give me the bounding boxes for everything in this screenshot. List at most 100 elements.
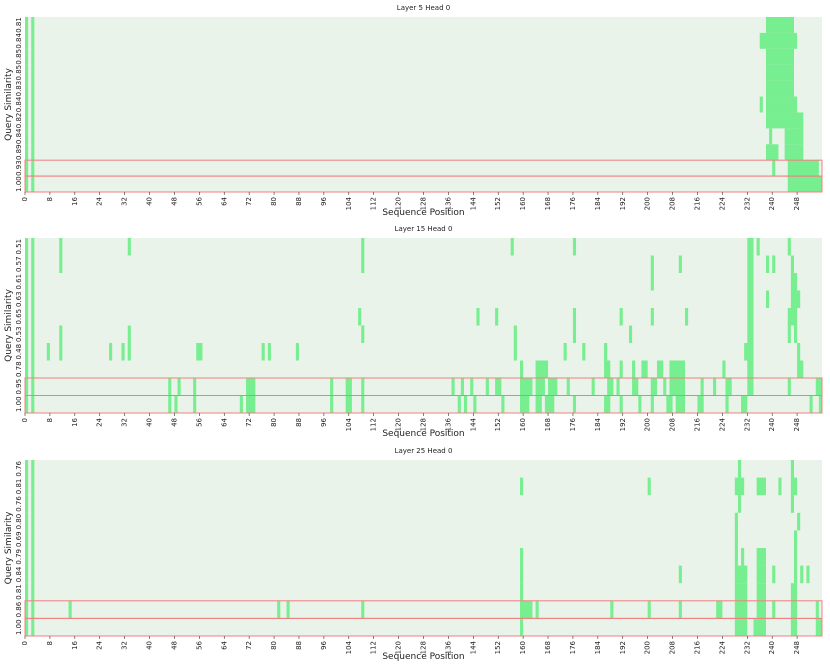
y-tick-label: 0.80 [15, 514, 23, 530]
cell [31, 80, 35, 97]
cell [765, 144, 779, 161]
cell [495, 308, 499, 326]
x-tick-label: 72 [245, 418, 253, 427]
x-tick-label: 192 [619, 418, 627, 431]
cell [650, 395, 654, 413]
cell [127, 343, 131, 361]
cell [59, 325, 63, 343]
x-tick-label: 112 [370, 197, 378, 210]
cell [790, 273, 798, 291]
cell [25, 565, 29, 584]
cell [520, 360, 524, 378]
cell [663, 378, 667, 396]
cell [31, 583, 35, 601]
cell [572, 308, 577, 326]
cell [495, 378, 502, 396]
cell [747, 325, 754, 343]
cell [31, 477, 35, 496]
cell [345, 378, 352, 396]
cell [520, 548, 524, 566]
y-tick-label: 0.84 [15, 96, 23, 112]
x-tick-label: 80 [270, 418, 278, 427]
cell [25, 512, 29, 531]
cell [25, 530, 29, 548]
cell [59, 255, 63, 273]
cell [196, 343, 203, 361]
x-tick-label: 48 [170, 418, 178, 427]
cell [501, 395, 505, 413]
cell [797, 360, 804, 378]
y-tick-label: 0.84 [15, 566, 23, 582]
x-tick-label: 64 [220, 196, 228, 205]
cell [734, 600, 748, 619]
cell [168, 395, 172, 413]
x-tick-label: 168 [544, 197, 552, 210]
cell [734, 512, 738, 531]
cell [31, 460, 35, 478]
cell [520, 378, 533, 396]
cell [790, 600, 798, 619]
cell [650, 378, 657, 396]
x-tick-label: 56 [195, 196, 203, 205]
cell [470, 378, 474, 396]
cell [734, 477, 745, 496]
cell [572, 395, 577, 413]
cell [647, 600, 651, 619]
cell [25, 600, 29, 619]
y-tick-label: 0.85 [15, 49, 23, 65]
panel-title: Layer 25 Head 0 [395, 447, 453, 455]
y-tick-label: 0.53 [15, 326, 23, 342]
x-tick-label: 200 [644, 418, 652, 431]
x-axis-label: Sequence Position [382, 429, 464, 439]
cell [797, 343, 801, 361]
x-tick-label: 216 [693, 417, 701, 431]
cell [31, 112, 35, 129]
cell [787, 160, 819, 177]
cell [535, 360, 549, 378]
cell [261, 343, 265, 361]
cell [772, 255, 776, 273]
cell [713, 378, 717, 396]
cell [25, 273, 29, 291]
cell [815, 618, 822, 636]
cell [31, 17, 35, 33]
x-tick-label: 184 [594, 417, 602, 431]
cell [463, 395, 468, 413]
cell [765, 17, 794, 33]
cell [666, 395, 673, 413]
cell [737, 460, 742, 478]
cell [520, 583, 524, 601]
x-tick-label: 64 [220, 640, 228, 649]
y-tick-label: 0.93 [15, 160, 23, 176]
x-tick-label: 176 [569, 417, 577, 431]
cell [31, 160, 35, 177]
cell [277, 600, 281, 619]
x-tick-label: 208 [669, 641, 677, 654]
x-tick-label: 96 [320, 196, 328, 205]
x-tick-label: 8 [46, 197, 54, 201]
x-tick-label: 40 [146, 418, 154, 427]
x-tick-label: 160 [519, 197, 527, 210]
x-tick-label: 8 [46, 418, 54, 422]
cell [790, 495, 794, 513]
cell [647, 477, 651, 496]
y-tick-label: 0.51 [15, 239, 23, 255]
cell [797, 512, 801, 531]
x-tick-label: 104 [345, 417, 353, 431]
x-tick-label: 248 [793, 641, 801, 654]
cell [678, 600, 682, 619]
cell [765, 64, 794, 81]
cell [31, 308, 35, 326]
cell [535, 600, 539, 619]
cell [685, 308, 689, 326]
cell [793, 565, 798, 584]
cell [787, 238, 791, 256]
plot-background [25, 17, 822, 192]
cell [734, 583, 748, 601]
x-tick-label: 168 [544, 418, 552, 431]
cell [535, 395, 542, 413]
cell [759, 96, 763, 113]
x-tick-label: 24 [96, 640, 104, 649]
cell [756, 477, 766, 496]
cell [25, 128, 29, 145]
